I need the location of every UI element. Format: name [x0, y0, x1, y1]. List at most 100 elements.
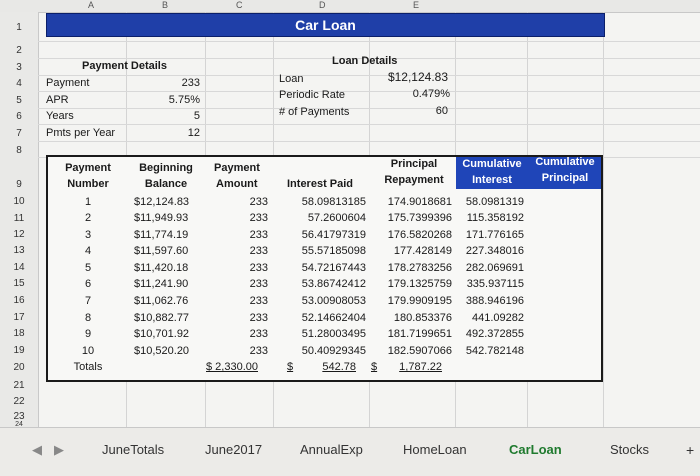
row-header[interactable]: 13 — [13, 245, 25, 256]
header-payment-number-2[interactable]: Number — [67, 178, 109, 190]
cell-payment-number[interactable]: 5 — [84, 262, 92, 274]
row-header[interactable]: 11 — [13, 213, 25, 224]
header-payment-amount-2[interactable]: Amount — [216, 178, 258, 190]
row-header[interactable]: 21 — [13, 380, 25, 391]
cell-payment-amount[interactable]: 233 — [249, 345, 268, 357]
cell-beginning-balance[interactable]: $11,774.19 — [134, 229, 189, 241]
num-payments-value[interactable]: 60 — [435, 105, 448, 117]
cell-payment-number[interactable]: 9 — [84, 328, 92, 340]
cell-payment-amount[interactable]: 233 — [249, 262, 268, 274]
num-payments-label[interactable]: # of Payments — [279, 106, 350, 118]
column-header-d[interactable]: D — [319, 0, 326, 10]
cell-principal-repayment[interactable]: 182.5907066 — [387, 345, 452, 357]
cell-interest-paid[interactable]: 54.72167443 — [301, 262, 366, 274]
cell-interest-paid[interactable]: 50.40929345 — [301, 345, 366, 357]
cell-payment-number[interactable]: 2 — [84, 212, 92, 224]
years-label[interactable]: Years — [46, 110, 74, 122]
sheet-tab-homeloan[interactable]: HomeLoan — [403, 442, 467, 457]
cell-interest-paid[interactable]: 53.00908053 — [301, 295, 366, 307]
cell-beginning-balance[interactable]: $11,420.18 — [134, 262, 189, 274]
cell-beginning-balance[interactable]: $10,701.92 — [134, 328, 190, 340]
row-header[interactable]: 3 — [16, 62, 22, 73]
cell-payment-number[interactable]: 1 — [84, 196, 92, 208]
periodic-rate-value[interactable]: 0.479% — [412, 88, 450, 100]
payment-value[interactable]: 233 — [181, 77, 200, 89]
cell-cumulative-interest[interactable]: 335.937115 — [466, 278, 524, 290]
cell-beginning-balance[interactable]: $11,949.93 — [134, 212, 189, 224]
cell-payment-amount[interactable]: 233 — [249, 278, 268, 290]
header-beginning-balance-1[interactable]: Beginning — [139, 162, 193, 174]
cell-payment-amount[interactable]: 233 — [249, 229, 268, 241]
cell-principal-repayment[interactable]: 176.5820268 — [387, 229, 452, 241]
cell-payment-number[interactable]: 10 — [81, 345, 95, 357]
header-cumulative-interest-2[interactable]: Interest — [472, 174, 512, 186]
sheet-tab-june2017[interactable]: June2017 — [205, 442, 263, 457]
row-header[interactable]: 1 — [16, 22, 22, 33]
row-header[interactable]: 4 — [16, 78, 22, 89]
cell-interest-paid[interactable]: 56.41797319 — [301, 229, 366, 241]
sheet-tab-junetotals[interactable]: JuneTotals — [102, 442, 165, 457]
cell-principal-repayment[interactable]: 179.9909195 — [387, 295, 452, 307]
cell-principal-repayment[interactable]: 178.2783256 — [387, 262, 452, 274]
years-value[interactable]: 5 — [193, 110, 200, 122]
sheet-title[interactable]: Car Loan — [46, 13, 605, 37]
scroll-left-icon[interactable]: ◀ — [32, 442, 42, 457]
header-payment-number-1[interactable]: Payment — [65, 162, 111, 174]
row-header[interactable]: 9 — [16, 179, 22, 190]
sheet-tab-annualexp[interactable]: AnnualExp — [300, 442, 363, 457]
cell-cumulative-interest[interactable]: 542.782148 — [465, 345, 524, 357]
cell-principal-repayment[interactable]: 174.9018681 — [387, 196, 452, 208]
totals-principal[interactable]: 1,787.22 — [399, 361, 442, 373]
row-header[interactable]: 15 — [13, 278, 25, 289]
cell-interest-paid[interactable]: 55.57185098 — [301, 245, 366, 257]
header-beginning-balance-2[interactable]: Balance — [144, 178, 188, 190]
cell-principal-repayment[interactable]: 177.428149 — [393, 245, 452, 257]
row-header[interactable]: 2 — [16, 45, 22, 56]
cell-cumulative-interest[interactable]: 115.358192 — [466, 212, 524, 224]
row-header[interactable]: 19 — [13, 345, 25, 356]
apr-label[interactable]: APR — [46, 94, 69, 106]
column-header-c[interactable]: C — [236, 0, 243, 10]
loan-label[interactable]: Loan — [279, 73, 304, 85]
cell-payment-number[interactable]: 4 — [84, 245, 92, 257]
cell-principal-repayment[interactable]: 179.1325759 — [387, 278, 452, 290]
row-header[interactable]: 23 — [13, 411, 25, 422]
cell-beginning-balance[interactable]: $11,062.76 — [134, 295, 189, 307]
row-header[interactable]: 16 — [13, 295, 25, 306]
cell-payment-number[interactable]: 7 — [84, 295, 92, 307]
apr-value[interactable]: 5.75% — [168, 94, 200, 106]
payment-label[interactable]: Payment — [46, 77, 90, 89]
cell-interest-paid[interactable]: 51.28003495 — [301, 328, 366, 340]
column-header-b[interactable]: B — [162, 0, 169, 10]
cell-cumulative-interest[interactable]: 492.372855 — [465, 328, 524, 340]
cell-beginning-balance[interactable]: $12,124.83 — [134, 196, 190, 208]
totals-payment[interactable]: $ 2,330.00 — [206, 361, 258, 373]
periodic-rate-label[interactable]: Periodic Rate — [279, 89, 346, 101]
column-header-a[interactable]: A — [88, 0, 95, 10]
row-header[interactable]: 22 — [13, 396, 25, 407]
cell-beginning-balance[interactable]: $11,597.60 — [134, 245, 189, 257]
header-principal-repayment-2[interactable]: Repayment — [384, 174, 444, 186]
cell-cumulative-interest[interactable]: 388.946196 — [465, 295, 524, 307]
cell-payment-amount[interactable]: 233 — [249, 212, 268, 224]
sheet-tab-carloan[interactable]: CarLoan — [509, 442, 562, 457]
cell-beginning-balance[interactable]: $10,882.77 — [134, 312, 190, 324]
cell-payment-amount[interactable]: 233 — [249, 245, 268, 257]
pmts-per-year-label[interactable]: Pmts per Year — [46, 127, 116, 139]
row-header[interactable]: 18 — [13, 328, 25, 339]
cell-interest-paid[interactable]: 53.86742412 — [301, 278, 366, 290]
row-header[interactable]: 12 — [13, 229, 25, 240]
cell-payment-amount[interactable]: 233 — [249, 295, 268, 307]
row-header[interactable]: 17 — [13, 312, 25, 323]
payment-details-header[interactable]: Payment Details — [82, 60, 167, 72]
cell-principal-repayment[interactable]: 180.853376 — [393, 312, 452, 324]
cell-interest-paid[interactable]: 52.14662404 — [301, 312, 366, 324]
header-interest-paid[interactable]: Interest Paid — [287, 178, 354, 190]
loan-details-header[interactable]: Loan Details — [332, 55, 398, 67]
cell-cumulative-interest[interactable]: 171.776165 — [465, 229, 524, 241]
header-cumulative-principal-2[interactable]: Principal — [541, 172, 589, 184]
cell-beginning-balance[interactable]: $10,520.20 — [134, 345, 190, 357]
header-payment-amount-1[interactable]: Payment — [214, 162, 260, 174]
cell-payment-number[interactable]: 8 — [84, 312, 92, 324]
header-principal-repayment-1[interactable]: Principal — [390, 158, 438, 170]
